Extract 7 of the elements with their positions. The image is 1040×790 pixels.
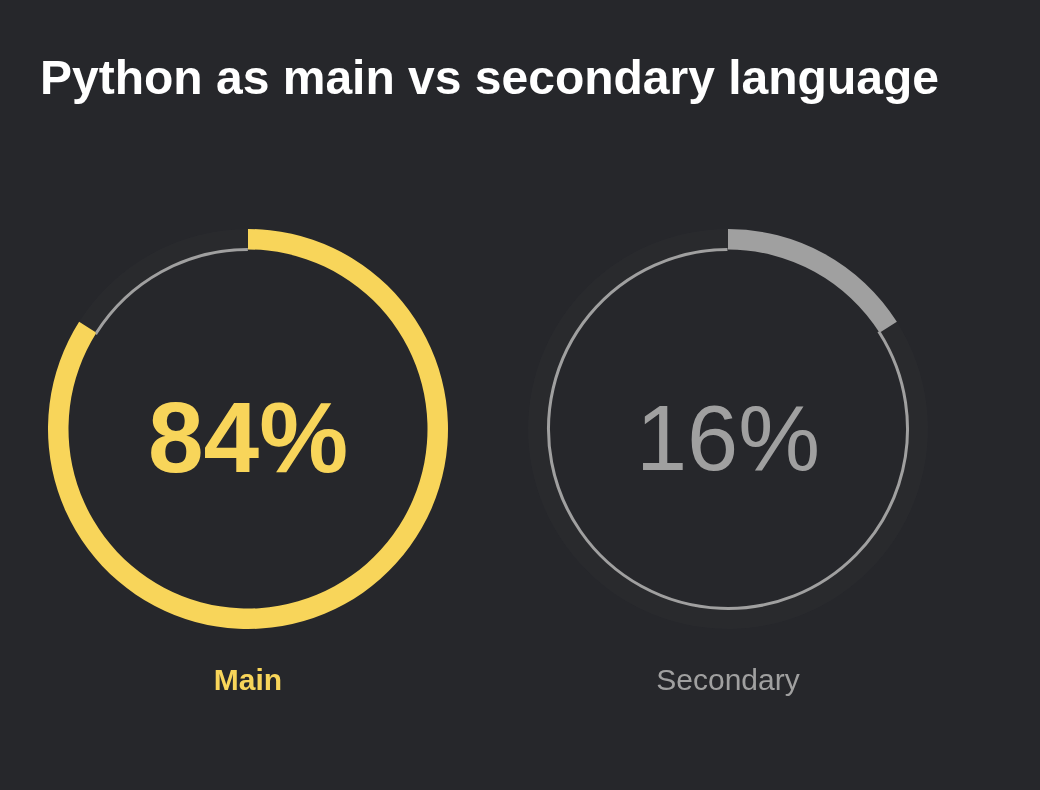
donut-slice: [48, 229, 448, 629]
donut-slice: [728, 229, 897, 333]
text: Main: [213, 663, 283, 696]
chart-title: Python as main vs secondary language: [40, 51, 939, 104]
text: 16%: [635, 387, 821, 489]
text: Secondary: [656, 663, 800, 696]
data-label: 84%: [147, 381, 349, 493]
